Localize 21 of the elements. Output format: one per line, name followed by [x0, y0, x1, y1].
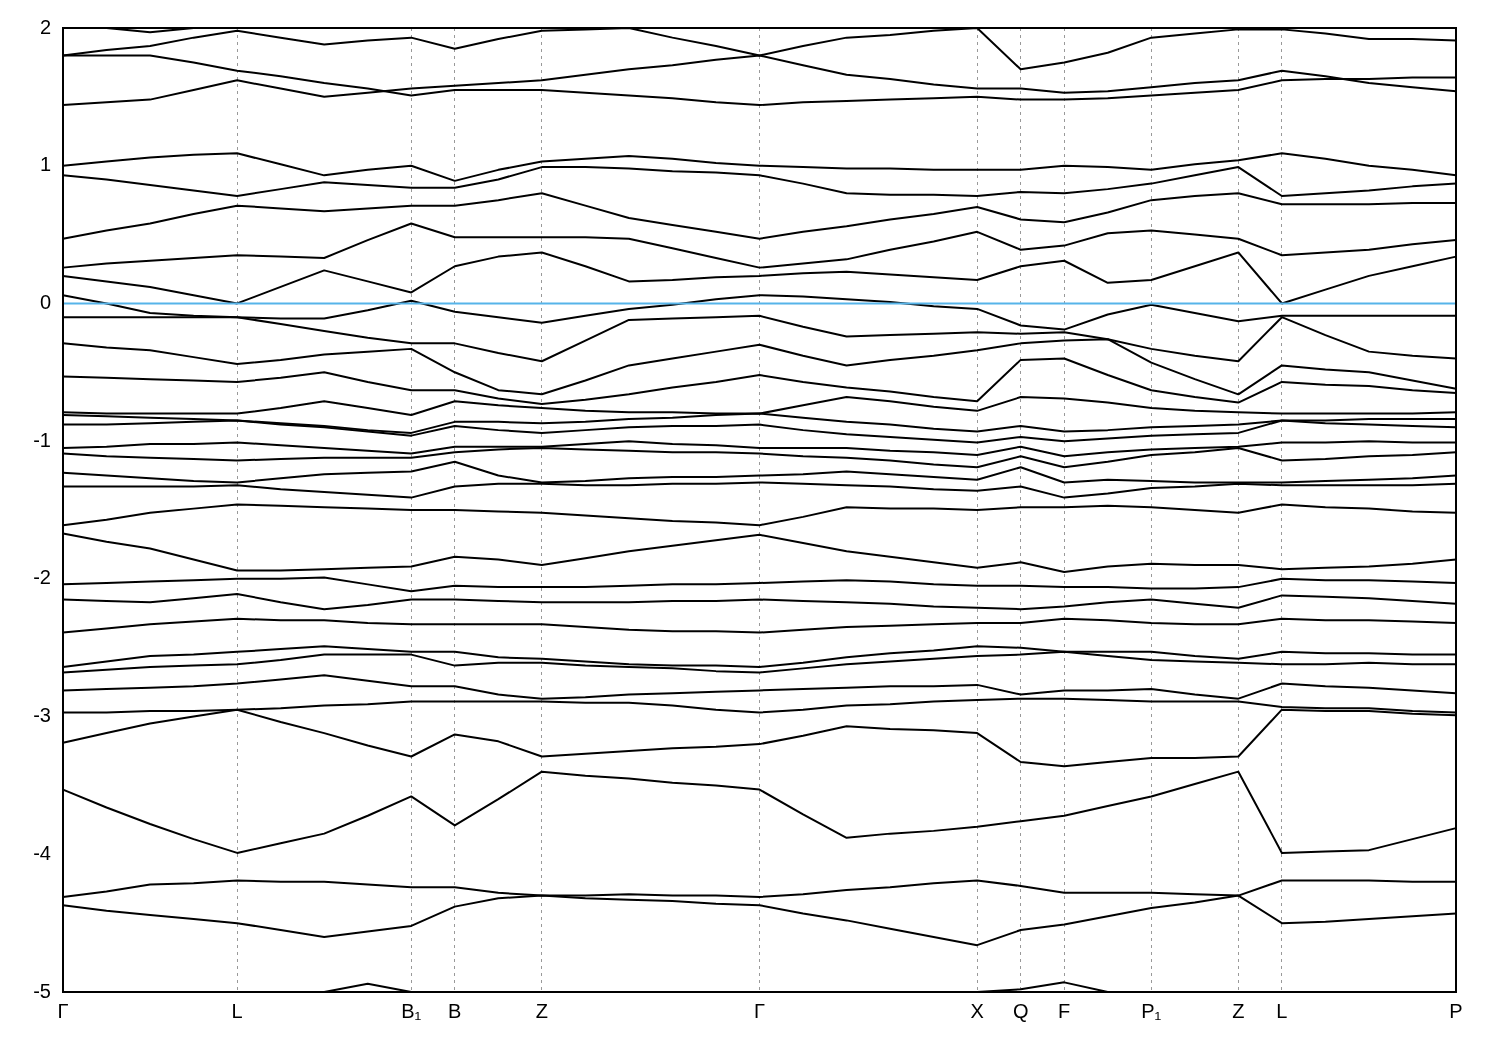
x-tick-label: P₁ — [1141, 999, 1162, 1022]
y-tick-label: -1 — [33, 428, 51, 451]
x-tick-label: B₁ — [401, 999, 422, 1022]
x-tick-label: L — [1276, 999, 1288, 1022]
x-tick-label: F — [1058, 999, 1071, 1022]
y-tick-label: -2 — [33, 566, 51, 589]
x-tick-label: X — [970, 999, 984, 1022]
y-tick-label: -5 — [33, 979, 51, 1002]
x-tick-label: P — [1449, 999, 1463, 1022]
x-tick-label: Γ — [753, 999, 766, 1022]
y-tick-label: -4 — [33, 841, 51, 864]
y-tick-label: 1 — [39, 153, 51, 176]
x-tick-label: B — [448, 999, 462, 1022]
x-tick-label: Q — [1012, 999, 1029, 1022]
y-tick-label: 2 — [39, 15, 51, 38]
x-tick-label: Z — [535, 999, 548, 1022]
x-tick-label: Γ — [57, 999, 69, 1022]
x-tick-label: L — [231, 999, 243, 1022]
x-tick-label: Z — [1232, 999, 1245, 1022]
y-tick-label: -3 — [33, 704, 51, 727]
y-tick-label: 0 — [39, 290, 51, 313]
